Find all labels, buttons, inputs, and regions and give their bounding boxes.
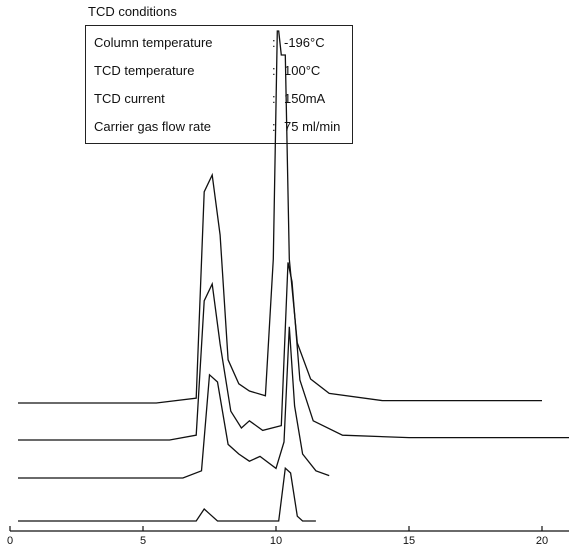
chromatogram-trace bbox=[18, 326, 330, 479]
tcd-row-carrier-gas-flow-rate: Carrier gas flow rate:75 ml/min bbox=[94, 119, 340, 134]
tcd-row-separator: : bbox=[272, 35, 276, 50]
tcd-row-label: Carrier gas flow rate bbox=[94, 119, 212, 134]
tcd-conditions-table: Column temperature: -196°C TCD temperatur… bbox=[85, 25, 353, 144]
tcd-row-value: 100°C bbox=[284, 63, 321, 78]
tcd-row-value: 150mA bbox=[284, 91, 326, 106]
tcd-row-value: -196°C bbox=[284, 35, 325, 50]
x-axis-tick-label: 5 bbox=[140, 535, 146, 547]
tcd-row-tcd-current: TCD current:150mA bbox=[94, 91, 325, 106]
tcd-row-value: 75 ml/min bbox=[284, 119, 341, 134]
tcd-conditions-title: TCD conditions bbox=[88, 4, 177, 19]
chromatogram-trace bbox=[18, 262, 569, 441]
chromatogram-trace bbox=[18, 466, 316, 522]
tcd-row-label: Column temperature bbox=[94, 35, 213, 50]
tcd-row-separator: : bbox=[272, 63, 276, 78]
tcd-row-tcd-temperature: TCD temperature:100°C bbox=[94, 63, 320, 78]
tcd-row-label: TCD current bbox=[94, 91, 165, 106]
tcd-row-label: TCD temperature bbox=[94, 63, 195, 78]
x-axis-tick-label: 0 bbox=[7, 535, 13, 547]
tcd-row-separator: : bbox=[272, 91, 276, 106]
chromatogram-trace bbox=[18, 30, 542, 404]
x-axis-tick-label: 20 bbox=[536, 535, 548, 547]
tcd-row-separator: : bbox=[272, 119, 276, 134]
x-axis-tick-label: 15 bbox=[403, 535, 415, 547]
tcd-row-column-temperature: Column temperature: -196°C bbox=[94, 35, 325, 50]
x-axis-tick-label: 10 bbox=[270, 535, 282, 547]
